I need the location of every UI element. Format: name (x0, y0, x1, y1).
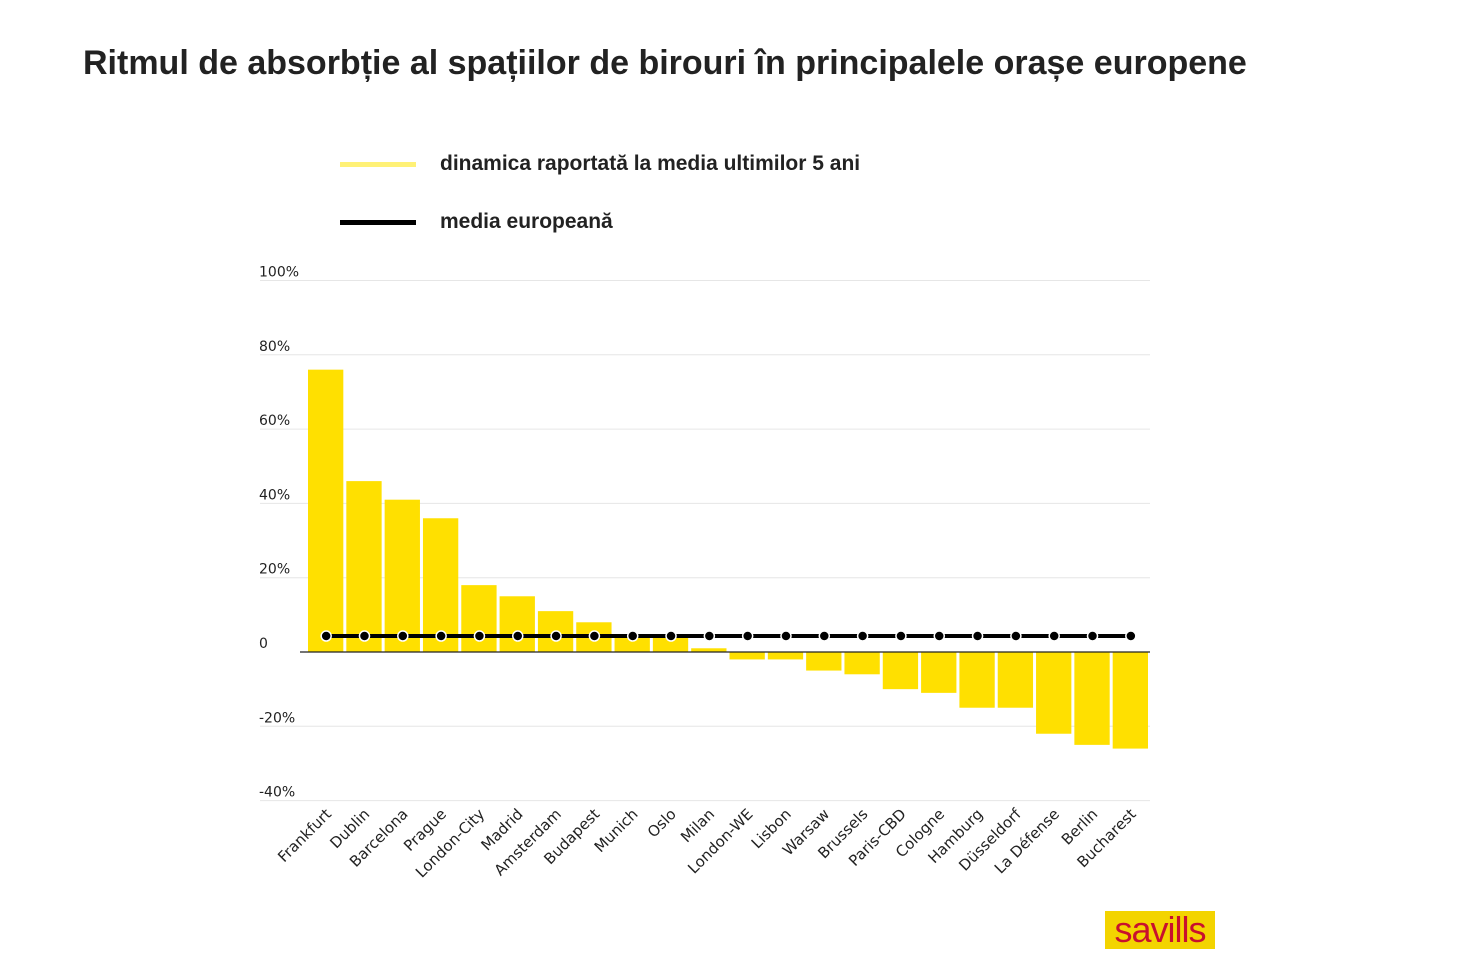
european-average-point (435, 630, 447, 642)
european-average-point (665, 630, 677, 642)
legend-item-dynamics: dinamica raportată la media ultimilor 5 … (340, 152, 860, 176)
y-tick-label: -20% (259, 710, 295, 726)
european-average-point (780, 630, 792, 642)
y-tick-label: 60% (259, 413, 290, 429)
legend-label: dinamica raportată la media ultimilor 5 … (440, 152, 861, 175)
bar-cologne (921, 652, 957, 693)
bar-paris-cbd (882, 652, 919, 690)
bar-oslo (652, 637, 689, 652)
european-average-point (1048, 630, 1060, 642)
bar-bucharest (1112, 652, 1148, 749)
european-average-point (473, 630, 486, 642)
chart-title: Ritmul de absorbție al spațiilor de biro… (83, 44, 1247, 82)
bar-hamburg (959, 652, 995, 708)
european-average-point (1010, 630, 1022, 642)
european-average-point (933, 630, 945, 642)
bar-lisbon (767, 652, 804, 660)
bar-brussels (844, 652, 880, 675)
european-average-point (895, 630, 907, 642)
y-tick-label: 0 (259, 636, 268, 652)
european-average-point (320, 630, 332, 642)
european-average-point (1125, 630, 1137, 642)
x-tick-label: Munich (591, 805, 642, 856)
y-tick-label: -40% (259, 785, 295, 801)
bar-london-city (461, 585, 497, 652)
european-average-point (397, 630, 409, 642)
bar-barcelona (384, 499, 420, 652)
european-average-point (626, 630, 639, 642)
x-tick-label: Frankfurt (274, 805, 335, 866)
european-average-point (856, 630, 869, 642)
european-average-point (358, 630, 371, 642)
european-average-point (818, 630, 831, 642)
european-average-point (512, 630, 524, 642)
european-average-point (588, 630, 601, 642)
bar-warsaw (806, 652, 842, 671)
bar-prague (422, 518, 459, 652)
x-tick-label: Oslo (644, 805, 680, 841)
legend-swatch-black (340, 219, 416, 225)
bar-frankfurt (308, 369, 344, 652)
y-tick-label: 40% (259, 487, 290, 503)
european-average-point (703, 630, 716, 642)
european-average-point (550, 630, 562, 642)
bar-berlin (1074, 652, 1110, 745)
legend-swatch-yellow (340, 161, 416, 167)
y-tick-label: 100% (259, 265, 299, 281)
bar-milan (691, 648, 727, 652)
bar-london-we (729, 652, 765, 660)
european-average-point (971, 630, 984, 642)
y-tick-label: 80% (259, 339, 290, 355)
bar-düsseldorf (997, 652, 1034, 708)
savills-logo: savills (1105, 911, 1215, 949)
legend-item-european-average: media europeană (340, 210, 613, 234)
bar-madrid (499, 596, 535, 652)
y-tick-label: 20% (259, 562, 290, 578)
legend-label: media europeană (440, 210, 613, 233)
european-average-point (741, 630, 754, 642)
european-average-point (1086, 630, 1099, 642)
bar-la défense (1036, 652, 1072, 734)
bar-dublin (346, 481, 382, 652)
bar-munich (614, 637, 650, 652)
